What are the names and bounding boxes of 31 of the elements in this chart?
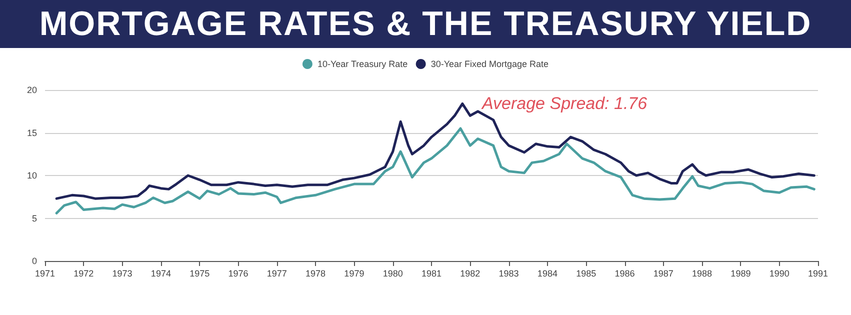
chart-title: MORTGAGE RATES & THE TREASURY YIELD <box>38 4 813 45</box>
annotation: Average Spread: 1.76 <box>481 94 648 113</box>
y-tick-label: 0 <box>32 256 37 266</box>
x-tick-label: 1971 <box>34 268 56 278</box>
x-tick-label: 1987 <box>653 268 674 278</box>
line-series <box>55 127 816 214</box>
y-tick-label: 20 <box>26 85 37 95</box>
x-tick-label: 1990 <box>769 268 790 278</box>
x-tick-label: 1975 <box>190 268 210 278</box>
legend-label: 30-Year Fixed Mortgage Rate <box>430 59 549 69</box>
x-tick-label: 1983 <box>498 268 519 278</box>
x-tick-label: 1989 <box>730 268 751 278</box>
x-tick-label: 1976 <box>228 268 248 278</box>
x-tick-label: 1973 <box>112 268 132 278</box>
y-tick-label: 15 <box>26 128 37 138</box>
x-tick-label: 1972 <box>74 268 94 278</box>
legend-label: 10-Year Treasury Rate <box>317 59 408 69</box>
y-tick-label: 5 <box>32 213 37 224</box>
x-tick-label: 1991 <box>808 268 828 278</box>
x-tick-label: 1985 <box>576 268 596 278</box>
x-tick-label: 1978 <box>306 268 326 278</box>
x-tick-label: 1981 <box>421 268 442 278</box>
y-tick-label: 10 <box>26 170 37 180</box>
x-tick-label: 1974 <box>150 268 171 278</box>
x-tick-label: 1979 <box>344 268 364 278</box>
x-tick-label: 1977 <box>266 268 287 278</box>
x-tick-label: 1986 <box>614 268 635 278</box>
x-tick-label: 1984 <box>537 268 558 278</box>
x-tick-label: 1982 <box>460 268 480 278</box>
x-tick-label: 1988 <box>692 268 712 278</box>
x-tick-label: 1980 <box>382 268 403 278</box>
